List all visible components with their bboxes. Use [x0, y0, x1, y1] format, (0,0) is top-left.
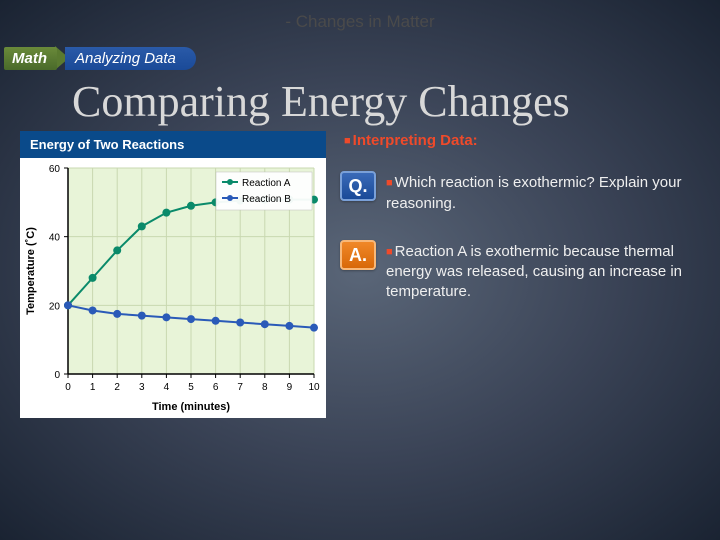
chart-panel: Energy of Two Reactions 0 1 2 3 4 5 6 7 8 9 10 0 20 4…: [20, 131, 326, 418]
svg-text:4: 4: [164, 382, 170, 393]
content-row: Energy of Two Reactions 0 1 2 3 4 5 6 7 8 9 10 0 20 4…: [0, 131, 720, 418]
svg-text:60: 60: [49, 164, 61, 175]
bullet-icon: ■: [386, 245, 393, 260]
svg-text:7: 7: [237, 382, 243, 393]
answer-text-content: Reaction A is exothermic because thermal…: [386, 243, 682, 301]
svg-text:20: 20: [49, 301, 61, 312]
svg-text:Reaction A: Reaction A: [242, 178, 291, 189]
svg-text:2: 2: [114, 382, 120, 393]
math-badge: Math: [4, 47, 57, 70]
bullet-icon: ■: [344, 134, 351, 149]
question-block: Q. ■Which reaction is exothermic? Explai…: [340, 171, 700, 214]
answer-icon: A.: [340, 240, 376, 270]
svg-text:6: 6: [213, 382, 219, 393]
svg-text:9: 9: [287, 382, 293, 393]
svg-text:Time (minutes): Time (minutes): [152, 401, 230, 413]
chart-svg: 0 1 2 3 4 5 6 7 8 9 10 0 20 40 60 Time (minutes) Tempera…: [20, 158, 326, 418]
header-label: - Changes in Matter: [0, 0, 720, 32]
svg-text:8: 8: [262, 382, 268, 393]
svg-text:40: 40: [49, 233, 61, 244]
chart-title: Energy of Two Reactions: [20, 131, 326, 158]
bullet-icon: ■: [386, 176, 393, 191]
svg-text:Reaction B: Reaction B: [242, 194, 291, 205]
question-text: ■Which reaction is exothermic? Explain y…: [386, 171, 700, 214]
right-column: ■Interpreting Data: Q. ■Which reaction i…: [340, 131, 700, 418]
badge-row: Math Analyzing Data: [4, 46, 720, 70]
analyzing-badge: Analyzing Data: [65, 47, 196, 70]
question-text-content: Which reaction is exothermic? Explain yo…: [386, 174, 681, 211]
svg-text:5: 5: [188, 382, 194, 393]
question-icon: Q.: [340, 171, 376, 201]
svg-text:0: 0: [54, 370, 60, 381]
answer-text: ■Reaction A is exothermic because therma…: [386, 240, 700, 303]
svg-text:Temperature (˚C): Temperature (˚C): [25, 227, 37, 315]
page-title: Comparing Energy Changes: [72, 76, 720, 127]
svg-text:10: 10: [308, 382, 320, 393]
svg-text:1: 1: [90, 382, 96, 393]
chart-body: 0 1 2 3 4 5 6 7 8 9 10 0 20 40 60 Time (minutes) Tempera…: [20, 158, 326, 418]
subhead: ■Interpreting Data:: [344, 131, 700, 151]
subhead-text: Interpreting Data:: [353, 132, 478, 149]
answer-block: A. ■Reaction A is exothermic because the…: [340, 240, 700, 303]
svg-text:3: 3: [139, 382, 145, 393]
svg-text:0: 0: [65, 382, 71, 393]
